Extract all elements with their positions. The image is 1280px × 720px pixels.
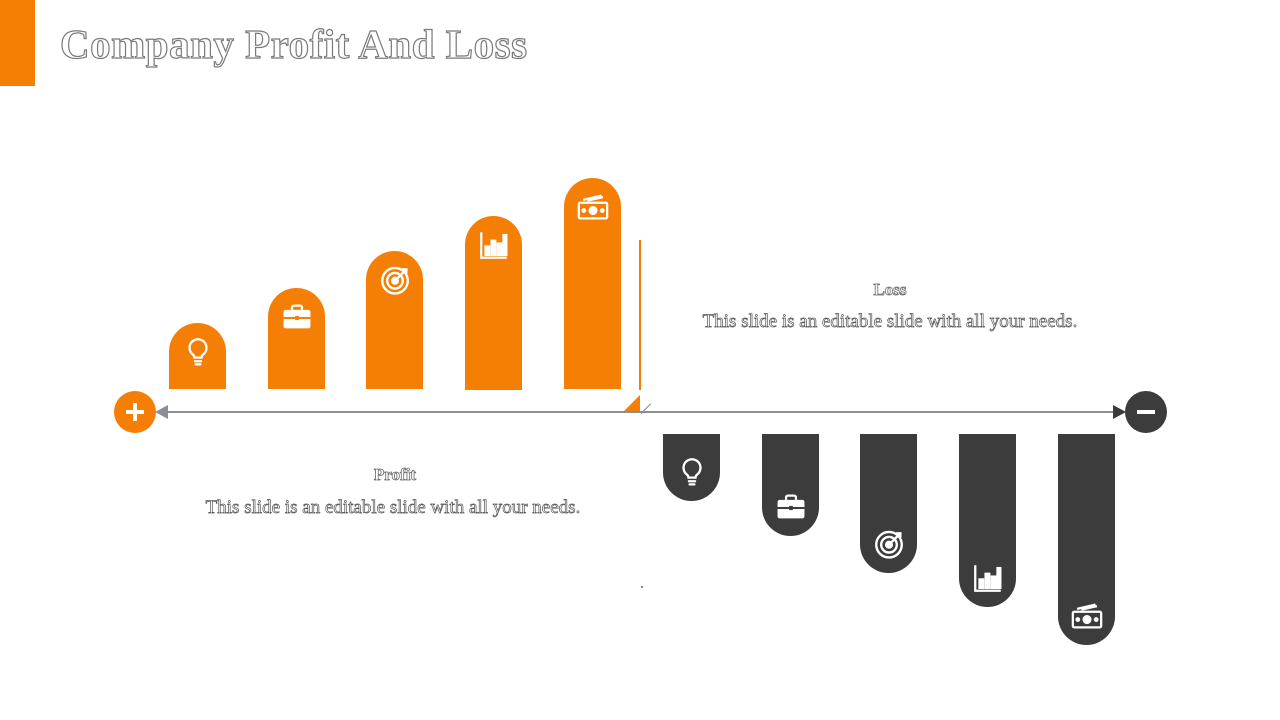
page-title: Company Profit And Loss — [59, 20, 528, 67]
lightbulb-icon — [187, 338, 208, 366]
plus-icon — [114, 391, 156, 433]
bar-chart-icon — [479, 232, 507, 259]
bar-chart-icon — [973, 565, 1001, 592]
profit-bar-2 — [268, 288, 325, 389]
loss-bar-4 — [959, 434, 1016, 607]
briefcase-icon — [777, 494, 804, 519]
profit-bar-5 — [564, 178, 621, 389]
profit-label: Profit — [373, 465, 417, 485]
lightbulb-icon — [681, 458, 702, 486]
loss-bar-5 — [1058, 434, 1115, 645]
axis-arrow-right — [1113, 405, 1126, 419]
target-icon — [380, 266, 409, 295]
loss-description: This slide is an editable slide with all… — [702, 311, 1078, 333]
center-divider — [639, 240, 641, 390]
loss-bar-3 — [860, 434, 917, 573]
divider-end-dot — [641, 586, 643, 588]
briefcase-icon — [283, 304, 310, 329]
money-icon — [1071, 603, 1102, 629]
title-accent-bar — [0, 0, 35, 86]
loss-bar-2 — [762, 434, 819, 536]
divider-corner-accent — [623, 395, 640, 412]
profit-bar-3 — [366, 251, 423, 389]
loss-label: Loss — [873, 280, 907, 300]
axis-arrow-left — [155, 405, 168, 419]
profit-bar-4 — [465, 216, 522, 390]
target-icon — [874, 530, 903, 559]
profit-description: This slide is an editable slide with all… — [205, 497, 581, 519]
loss-bar-1 — [663, 434, 720, 501]
profit-bar-1 — [169, 323, 226, 389]
money-icon — [577, 194, 608, 220]
minus-icon — [1125, 391, 1167, 433]
